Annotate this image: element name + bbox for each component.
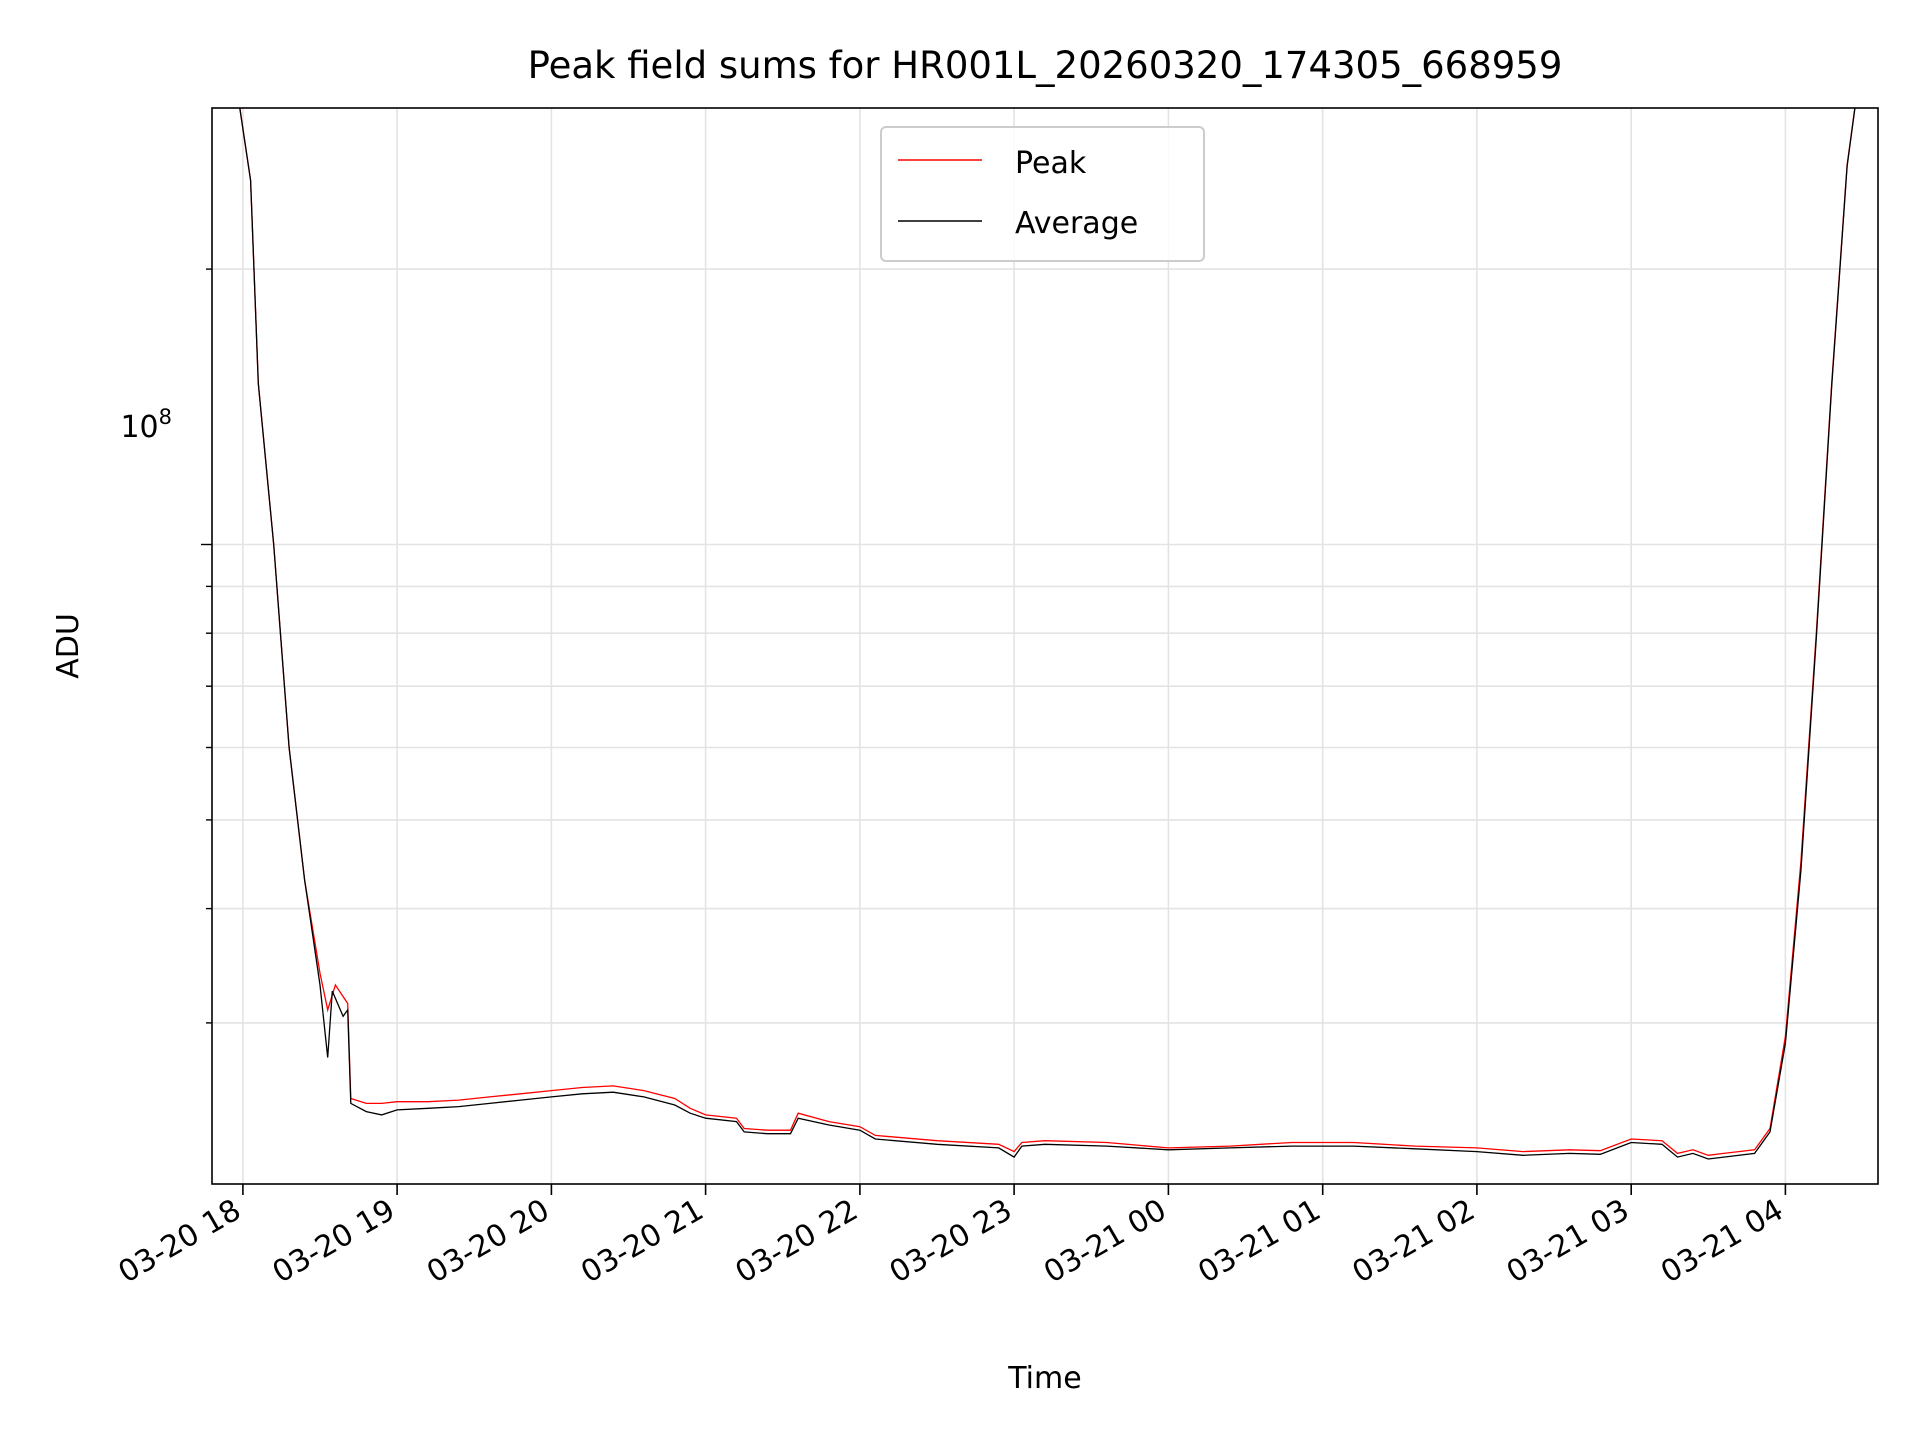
x-axis-label: Time [1007, 1361, 1081, 1396]
series-line-average [239, 107, 1856, 1160]
y-axis-label: ADU [51, 613, 86, 679]
legend: Peak Average [880, 126, 1205, 262]
y-tick-label-base: 10 [120, 410, 158, 445]
y-tick-label-major: 108 [120, 405, 172, 445]
chart-title: Peak field sums for HR001L_20260320_1743… [528, 44, 1563, 87]
series-group [239, 107, 1856, 1160]
legend-label-average: Average [1015, 206, 1138, 241]
axis-ticks [201, 268, 1787, 1195]
y-tick-label-exponent: 8 [159, 405, 172, 429]
grid-lines [212, 108, 1878, 1184]
plot-frame [211, 107, 1879, 1185]
series-line-peak [239, 107, 1856, 1156]
legend-label-peak: Peak [1015, 146, 1087, 181]
